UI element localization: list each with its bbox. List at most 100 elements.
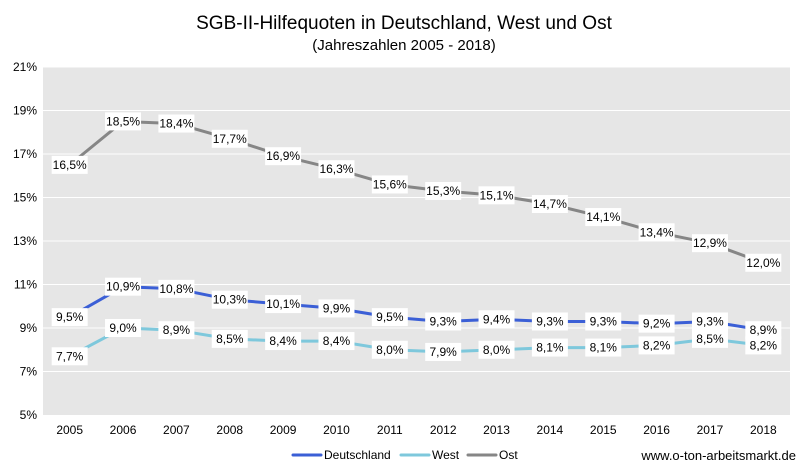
x-axis: 2005 2006 2007 2008 2009 2010 2011 2012 2013 2014… — [56, 423, 777, 437]
data-label: 10,3% — [213, 293, 247, 307]
data-label: 9,3% — [429, 314, 457, 328]
data-label: 18,4% — [159, 117, 193, 131]
y-tick-label: 7% — [20, 365, 38, 379]
data-label-bg — [745, 253, 782, 272]
data-label: 9,2% — [643, 317, 671, 331]
data-label: 14,7% — [533, 197, 567, 211]
y-tick-label: 5% — [20, 408, 38, 422]
data-label: 14,1% — [586, 210, 620, 224]
chart-title: SGB-II-Hilfequoten in Deutschland, West … — [196, 13, 612, 34]
data-label-bg — [745, 321, 782, 340]
x-tick-label: 2018 — [750, 423, 777, 437]
data-label: 16,3% — [319, 162, 353, 176]
data-label-bg — [425, 312, 462, 331]
legend-label-deutschland: Deutschland — [324, 448, 391, 462]
data-label-bg — [318, 299, 355, 318]
data-labels: 9,5% 10,9% 10,8% 10,3% 10,1% 9,9% 9,5% 9,3% 9,4%… — [51, 112, 782, 366]
data-label: 8,4% — [269, 334, 297, 348]
data-label: 9,9% — [323, 301, 351, 315]
x-tick-label: 2009 — [270, 423, 297, 437]
data-label: 10,1% — [266, 297, 300, 311]
data-label-bg — [318, 160, 355, 179]
data-label-bg — [265, 295, 302, 314]
data-label-bg — [158, 321, 195, 340]
data-label-bg — [585, 338, 622, 357]
data-label-bg — [638, 314, 675, 333]
data-label-bg — [105, 319, 142, 337]
data-label-bg — [51, 347, 88, 366]
y-tick-label: 17% — [13, 147, 37, 161]
data-label-bg — [638, 336, 675, 355]
data-label: 8,2% — [750, 338, 778, 352]
x-tick-label: 2006 — [110, 423, 137, 437]
y-tick-label: 11% — [14, 278, 37, 292]
chart-subtitle: (Jahreszahlen 2005 - 2018) — [312, 37, 495, 54]
data-label-bg — [691, 234, 728, 253]
data-label: 13,4% — [640, 225, 674, 239]
y-tick-label: 21% — [13, 60, 37, 74]
data-label-bg — [691, 312, 728, 331]
data-label: 9,0% — [109, 321, 137, 335]
data-label-bg — [265, 332, 302, 351]
legend-label-ost: Ost — [499, 448, 518, 462]
x-tick-label: 2005 — [56, 423, 83, 437]
data-label: 8,5% — [696, 332, 724, 346]
data-label: 15,6% — [373, 177, 407, 191]
data-label-bg — [211, 290, 248, 309]
data-label: 10,8% — [159, 282, 193, 296]
data-label-bg — [105, 277, 142, 296]
data-label: 8,0% — [376, 343, 404, 357]
x-tick-label: 2010 — [323, 423, 350, 437]
data-label-bg — [371, 175, 408, 194]
data-label-bg — [211, 129, 248, 148]
data-label-bg — [691, 329, 728, 348]
data-label: 9,5% — [56, 310, 84, 324]
data-label: 9,3% — [536, 314, 564, 328]
y-axis: 5% 7% 9% 11% 13% 15% 17% 19% 21% — [13, 60, 37, 422]
x-tick-label: 2012 — [430, 423, 457, 437]
data-label-bg — [425, 342, 462, 361]
y-tick-label: 9% — [20, 321, 38, 335]
data-label: 12,9% — [693, 236, 727, 250]
data-label-bg — [531, 312, 568, 331]
data-label: 15,1% — [480, 188, 514, 202]
x-tick-label: 2013 — [483, 423, 510, 437]
data-label-bg — [105, 112, 142, 131]
data-label: 8,0% — [483, 343, 511, 357]
data-label-bg — [585, 312, 622, 331]
data-label: 8,2% — [643, 338, 671, 352]
data-label-bg — [745, 336, 782, 355]
y-tick-label: 19% — [13, 104, 37, 118]
data-label: 8,5% — [216, 332, 244, 346]
data-label-bg — [638, 223, 675, 242]
data-label: 9,4% — [483, 312, 511, 326]
x-tick-label: 2017 — [697, 423, 724, 437]
data-label: 10,9% — [106, 280, 140, 294]
data-label-bg — [158, 114, 195, 133]
data-label-bg — [425, 181, 462, 200]
x-tick-label: 2015 — [590, 423, 617, 437]
data-label-bg — [531, 195, 568, 214]
y-tick-label: 13% — [13, 234, 37, 248]
data-label-bg — [478, 340, 515, 359]
legend-label-west: West — [432, 448, 460, 462]
data-label-bg — [265, 147, 302, 166]
data-label-bg — [318, 332, 355, 351]
data-label: 7,7% — [56, 349, 84, 363]
x-tick-label: 2014 — [537, 423, 564, 437]
data-label: 18,5% — [106, 114, 140, 128]
data-label: 16,5% — [53, 158, 87, 172]
data-label-bg — [371, 308, 408, 327]
data-label-bg — [371, 340, 408, 359]
data-label: 8,9% — [750, 323, 778, 337]
data-label: 8,9% — [163, 323, 191, 337]
data-label-bg — [478, 186, 515, 205]
data-label-bg — [51, 308, 88, 327]
legend: Deutschland West Ost — [291, 448, 518, 462]
data-label-bg — [478, 310, 515, 329]
data-label: 9,5% — [376, 310, 404, 324]
data-label: 17,7% — [213, 132, 247, 146]
data-label: 8,4% — [323, 334, 351, 348]
x-tick-label: 2007 — [163, 423, 190, 437]
